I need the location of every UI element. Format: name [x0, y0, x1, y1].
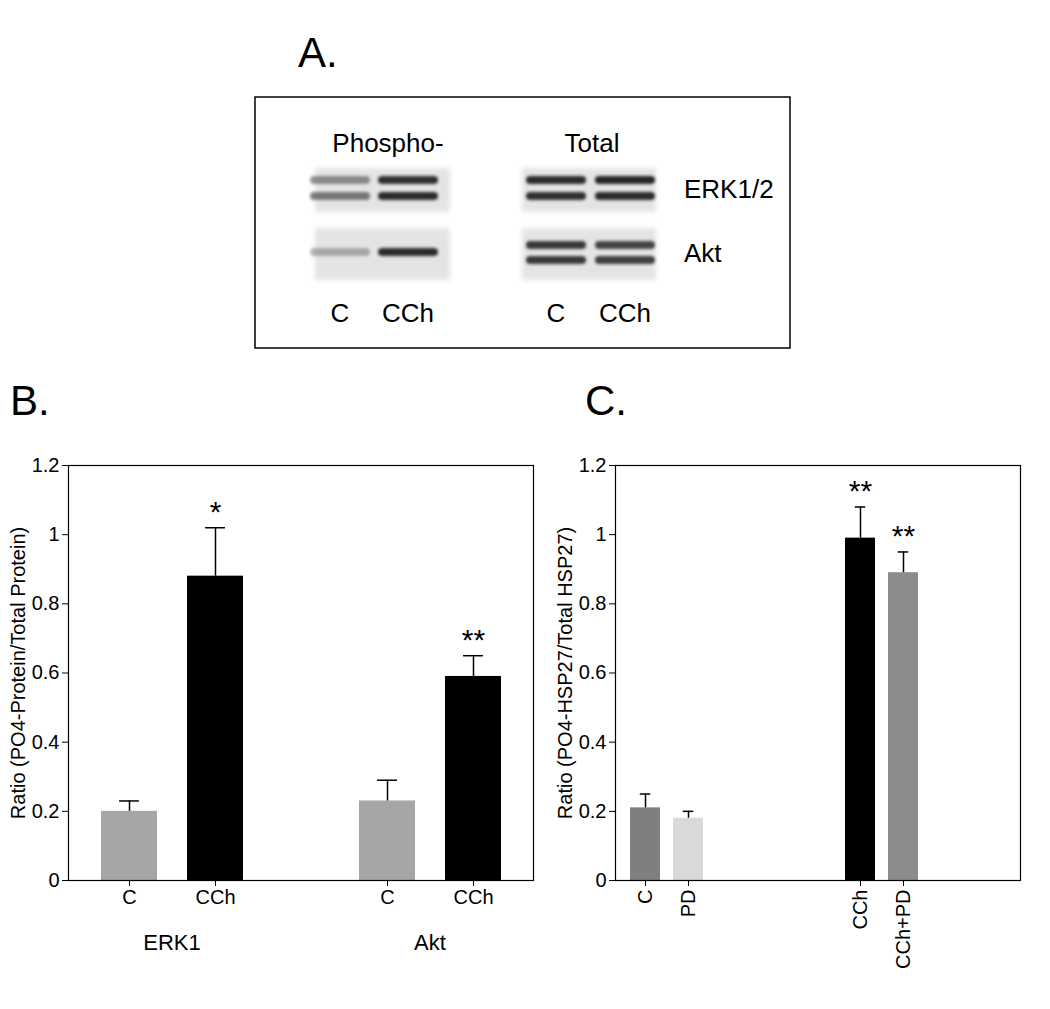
svg-text:CCh: CCh	[453, 886, 493, 908]
svg-text:0.4: 0.4	[579, 731, 607, 753]
svg-text:*: *	[210, 495, 222, 528]
svg-text:1: 1	[595, 523, 606, 545]
svg-text:1: 1	[48, 523, 59, 545]
svg-text:CCh+PD: CCh+PD	[892, 890, 914, 969]
svg-text:CCh: CCh	[382, 298, 434, 328]
svg-text:Akt: Akt	[414, 930, 446, 955]
svg-text:ERK1: ERK1	[143, 930, 200, 955]
svg-text:0: 0	[48, 869, 59, 891]
svg-text:ERK1/2: ERK1/2	[684, 174, 774, 204]
svg-text:C: C	[547, 298, 566, 328]
svg-text:**: **	[462, 623, 486, 656]
svg-text:1.2: 1.2	[32, 454, 60, 476]
svg-text:C: C	[331, 298, 350, 328]
html-text:B.: B.	[10, 377, 50, 424]
svg-text:C: C	[122, 886, 136, 908]
svg-text:C: C	[380, 886, 394, 908]
svg-text:**: **	[892, 519, 916, 552]
svg-text:Total: Total	[565, 128, 620, 158]
svg-text:CCh: CCh	[599, 298, 651, 328]
html-text:A.: A.	[298, 29, 338, 76]
svg-text:Ratio (PO4-HSP27/Total HSP27): Ratio (PO4-HSP27/Total HSP27)	[554, 527, 576, 819]
svg-text:CCh: CCh	[849, 890, 871, 930]
svg-text:Akt: Akt	[684, 238, 722, 268]
svg-text:**: **	[849, 474, 873, 507]
svg-text:PD: PD	[677, 890, 699, 918]
svg-text:0.6: 0.6	[32, 661, 60, 683]
svg-text:0.6: 0.6	[579, 661, 607, 683]
svg-text:CCh: CCh	[195, 886, 235, 908]
svg-text:0.2: 0.2	[32, 800, 60, 822]
html-text:C.: C.	[585, 377, 627, 424]
svg-text:0.2: 0.2	[579, 800, 607, 822]
svg-text:0.4: 0.4	[32, 731, 60, 753]
svg-text:0.8: 0.8	[579, 592, 607, 614]
svg-text:Phospho-: Phospho-	[332, 128, 443, 158]
svg-text:0.8: 0.8	[32, 592, 60, 614]
svg-text:Ratio (PO4-Protein/Total Prote: Ratio (PO4-Protein/Total Protein)	[7, 527, 29, 819]
svg-text:1.2: 1.2	[579, 454, 607, 476]
svg-text:C: C	[634, 890, 656, 904]
svg-text:0: 0	[595, 869, 606, 891]
